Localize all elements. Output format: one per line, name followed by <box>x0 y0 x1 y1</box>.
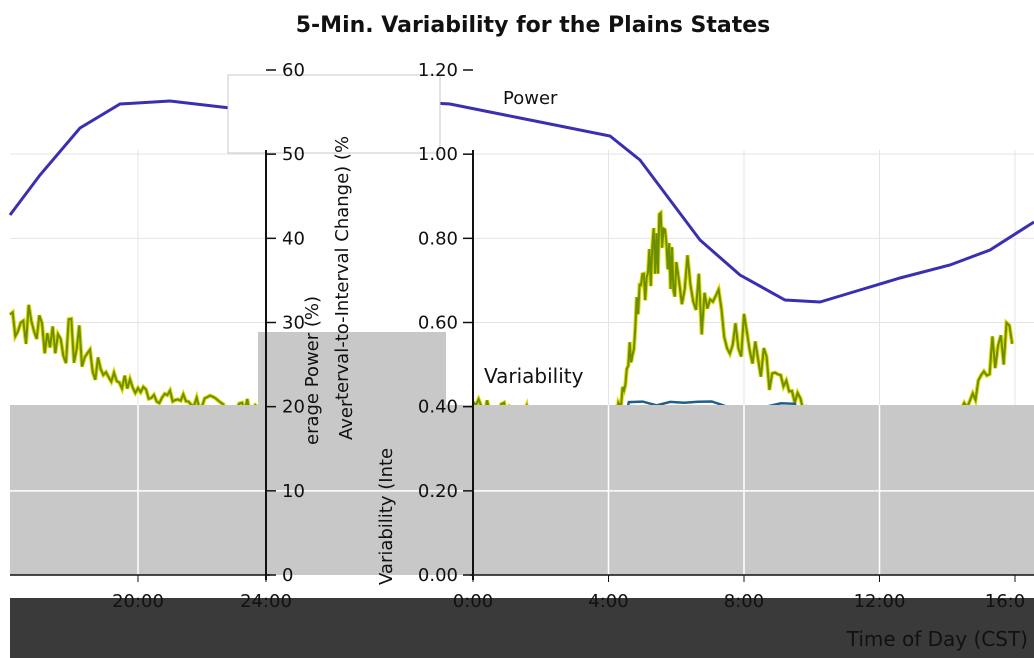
y-tick-label-variability: 0.40 <box>418 397 458 418</box>
overlay-mid <box>258 332 446 406</box>
y-tick-label-power: 20 <box>282 397 305 418</box>
y-tick-label-power: 50 <box>282 144 305 165</box>
y-tick-label-power: 0 <box>282 565 293 586</box>
overlay-bottom <box>10 405 1034 575</box>
x-tick-label: 20:00 <box>112 591 164 612</box>
overlay-grid <box>10 405 1034 575</box>
y-tick-label-power: 40 <box>282 228 305 249</box>
x-ticks: 20:00 24:00 0:00 4:00 8:00 12:00 16:0 <box>112 575 1025 612</box>
legend-variability-label: Variability <box>484 364 584 388</box>
x-tick-label: 12:00 <box>854 591 906 612</box>
y-ticks-power: 0 10 20 30 40 50 60 <box>266 60 305 586</box>
x-tick-label: 8:00 <box>724 591 764 612</box>
dark-bottom-band <box>10 598 1034 658</box>
y-tick-label-power: 10 <box>282 481 305 502</box>
x-tick-label: 0:00 <box>453 591 493 612</box>
y-tick-label-variability: 1.00 <box>418 144 458 165</box>
x-axis-label: Time of Day (CST) <box>846 627 1028 651</box>
x-tick-label: 16:0 <box>985 591 1025 612</box>
y-axis-label-variability-c: terval-to-Interval Change) (% <box>332 136 353 400</box>
legend-power-label: Power <box>503 88 558 109</box>
variability-left-line <box>9 304 265 419</box>
overlay-top <box>227 74 441 154</box>
y-tick-label-variability: 0.20 <box>418 481 458 502</box>
y-tick-label-variability: 1.20 <box>418 60 458 81</box>
y-axis-label-variability-b: Aver <box>336 399 357 440</box>
y-axis-label-power: erage Power (%) <box>302 296 323 445</box>
x-tick-label: 24:00 <box>240 591 292 612</box>
variability-left-glow <box>8 304 266 422</box>
chart-title: 5-Min. Variability for the Plains States <box>296 13 771 38</box>
x-tick-label: 4:00 <box>588 591 628 612</box>
y-tick-label-power: 30 <box>282 313 305 334</box>
y-tick-label-variability: 0.80 <box>418 228 458 249</box>
y-tick-label-power: 60 <box>282 60 305 81</box>
y-ticks-variability: 0.00 0.20 0.40 0.60 0.80 1.00 1.20 <box>418 60 473 586</box>
y-tick-label-variability: 0.00 <box>418 565 458 586</box>
y-tick-label-variability: 0.60 <box>418 313 458 334</box>
power-series-line <box>8 98 1034 304</box>
y-axis-label-variability-a: Variability (Inte <box>376 448 397 585</box>
